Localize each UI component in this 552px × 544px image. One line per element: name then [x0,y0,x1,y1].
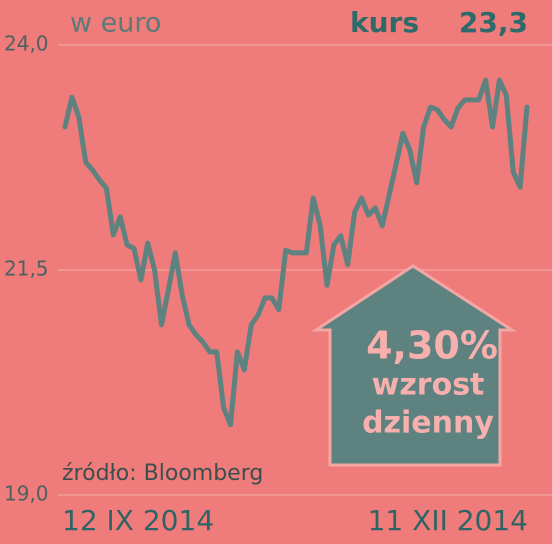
badge-line1: wzrost [372,368,485,403]
source: źródło: Bloomberg [62,461,263,486]
y-tick-label: 24,0 [4,32,49,56]
badge-line2: dzienny [362,406,494,441]
price-value: 23,3 [459,6,528,39]
y-tick-label: 21,5 [4,257,49,281]
y-tick-label: 19,0 [4,482,49,506]
price-line [62,77,530,428]
arrow-shape [311,264,518,467]
badge: 4,30% wzrost dzienny [311,264,518,467]
price-label: kurs [350,6,419,39]
end-date: 11 XII 2014 [368,504,528,537]
start-date: 12 IX 2014 [62,504,214,537]
badge-change: 4,30% [366,324,498,368]
unit-label: w euro [70,8,161,39]
